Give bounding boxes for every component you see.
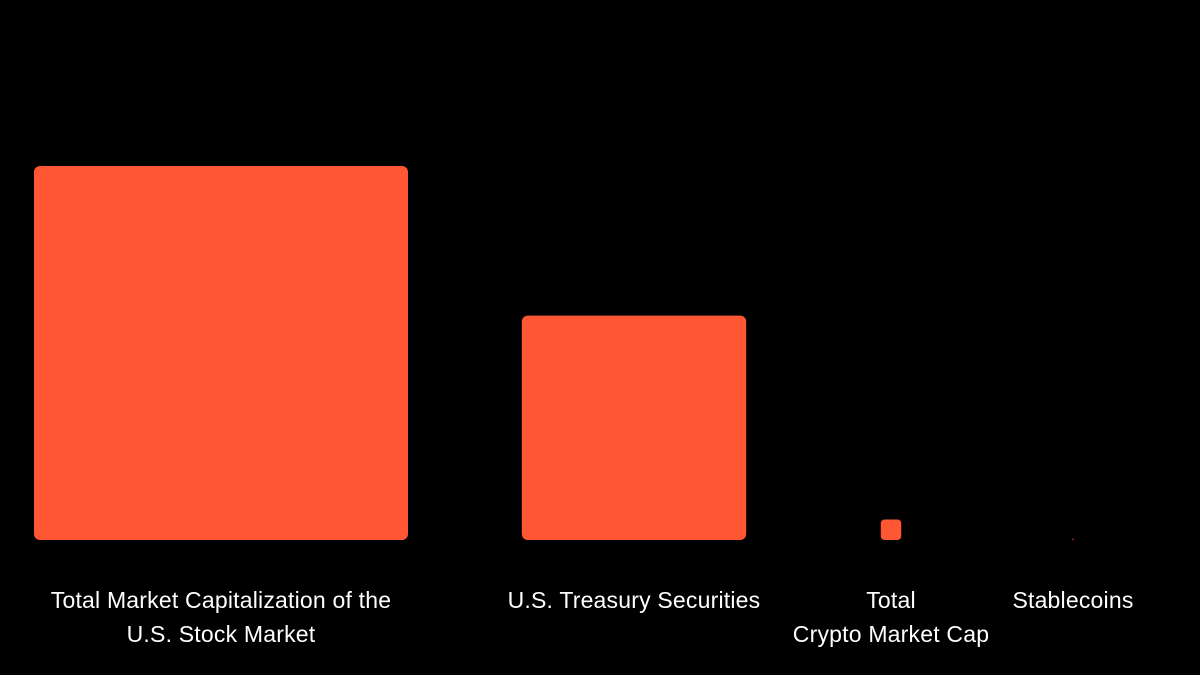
category-label-1: U.S. Treasury Securities [508, 587, 761, 613]
category-label-line: Total Market Capitalization of the [51, 587, 391, 613]
category-label-line: Stablecoins [1012, 587, 1133, 613]
category-label-line: Crypto Market Cap [793, 621, 989, 647]
square-2 [880, 519, 902, 540]
square-0 [34, 166, 408, 540]
category-label-3: Stablecoins [1012, 587, 1133, 613]
category-label-line: U.S. Stock Market [127, 621, 316, 647]
category-label-0: Total Market Capitalization of the U.S. S… [51, 587, 391, 647]
category-label-line: U.S. Treasury Securities [508, 587, 761, 613]
category-label-line: Total [866, 587, 916, 613]
category-label-2: Total Crypto Market Cap [793, 587, 989, 647]
square-1 [521, 315, 747, 540]
square-3 [1072, 538, 1074, 540]
